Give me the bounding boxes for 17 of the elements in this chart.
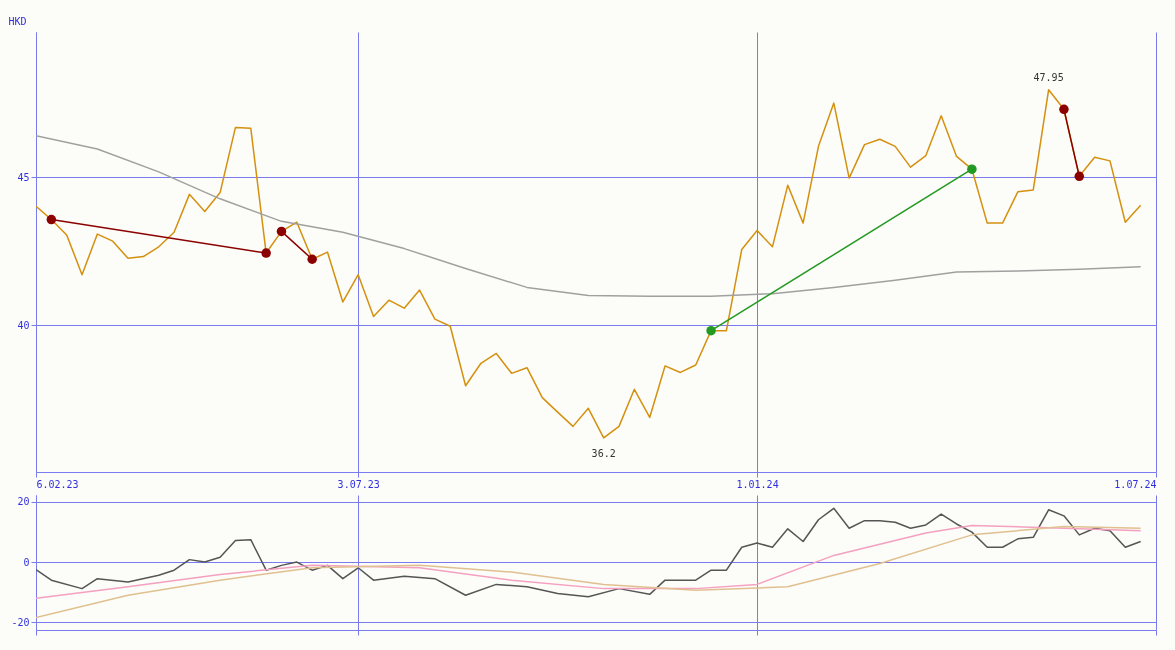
y-tick-label: 45: [17, 171, 30, 183]
annotation: 47.95: [1033, 71, 1064, 83]
x-tick-label: 1.01.24: [736, 478, 779, 490]
y-tick-label: -20: [11, 616, 30, 628]
line-series: [36, 507, 1142, 598]
y-tick-label: 40: [17, 319, 30, 331]
line-series: [36, 524, 1142, 600]
x-tick-label: 6.02.23: [36, 478, 79, 490]
annotation: 36.2: [591, 447, 616, 459]
y-tick-label: 20: [17, 496, 30, 508]
line-series: [36, 89, 1142, 439]
line-series: [36, 525, 1142, 619]
y-axis-title: HKD: [8, 15, 27, 27]
y-tick-label: 0: [23, 556, 30, 568]
x-tick-label: 3.07.23: [337, 478, 380, 490]
line-series: [36, 134, 1142, 298]
x-tick-label: 1.07.24: [1114, 478, 1157, 490]
